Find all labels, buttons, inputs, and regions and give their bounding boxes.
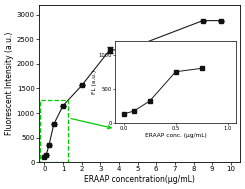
X-axis label: ERAAP concentration(μg/mL): ERAAP concentration(μg/mL) bbox=[84, 175, 195, 184]
Bar bbox=[40, 100, 68, 162]
Y-axis label: Fluorescent Intensity (a.u.): Fluorescent Intensity (a.u.) bbox=[5, 32, 14, 135]
